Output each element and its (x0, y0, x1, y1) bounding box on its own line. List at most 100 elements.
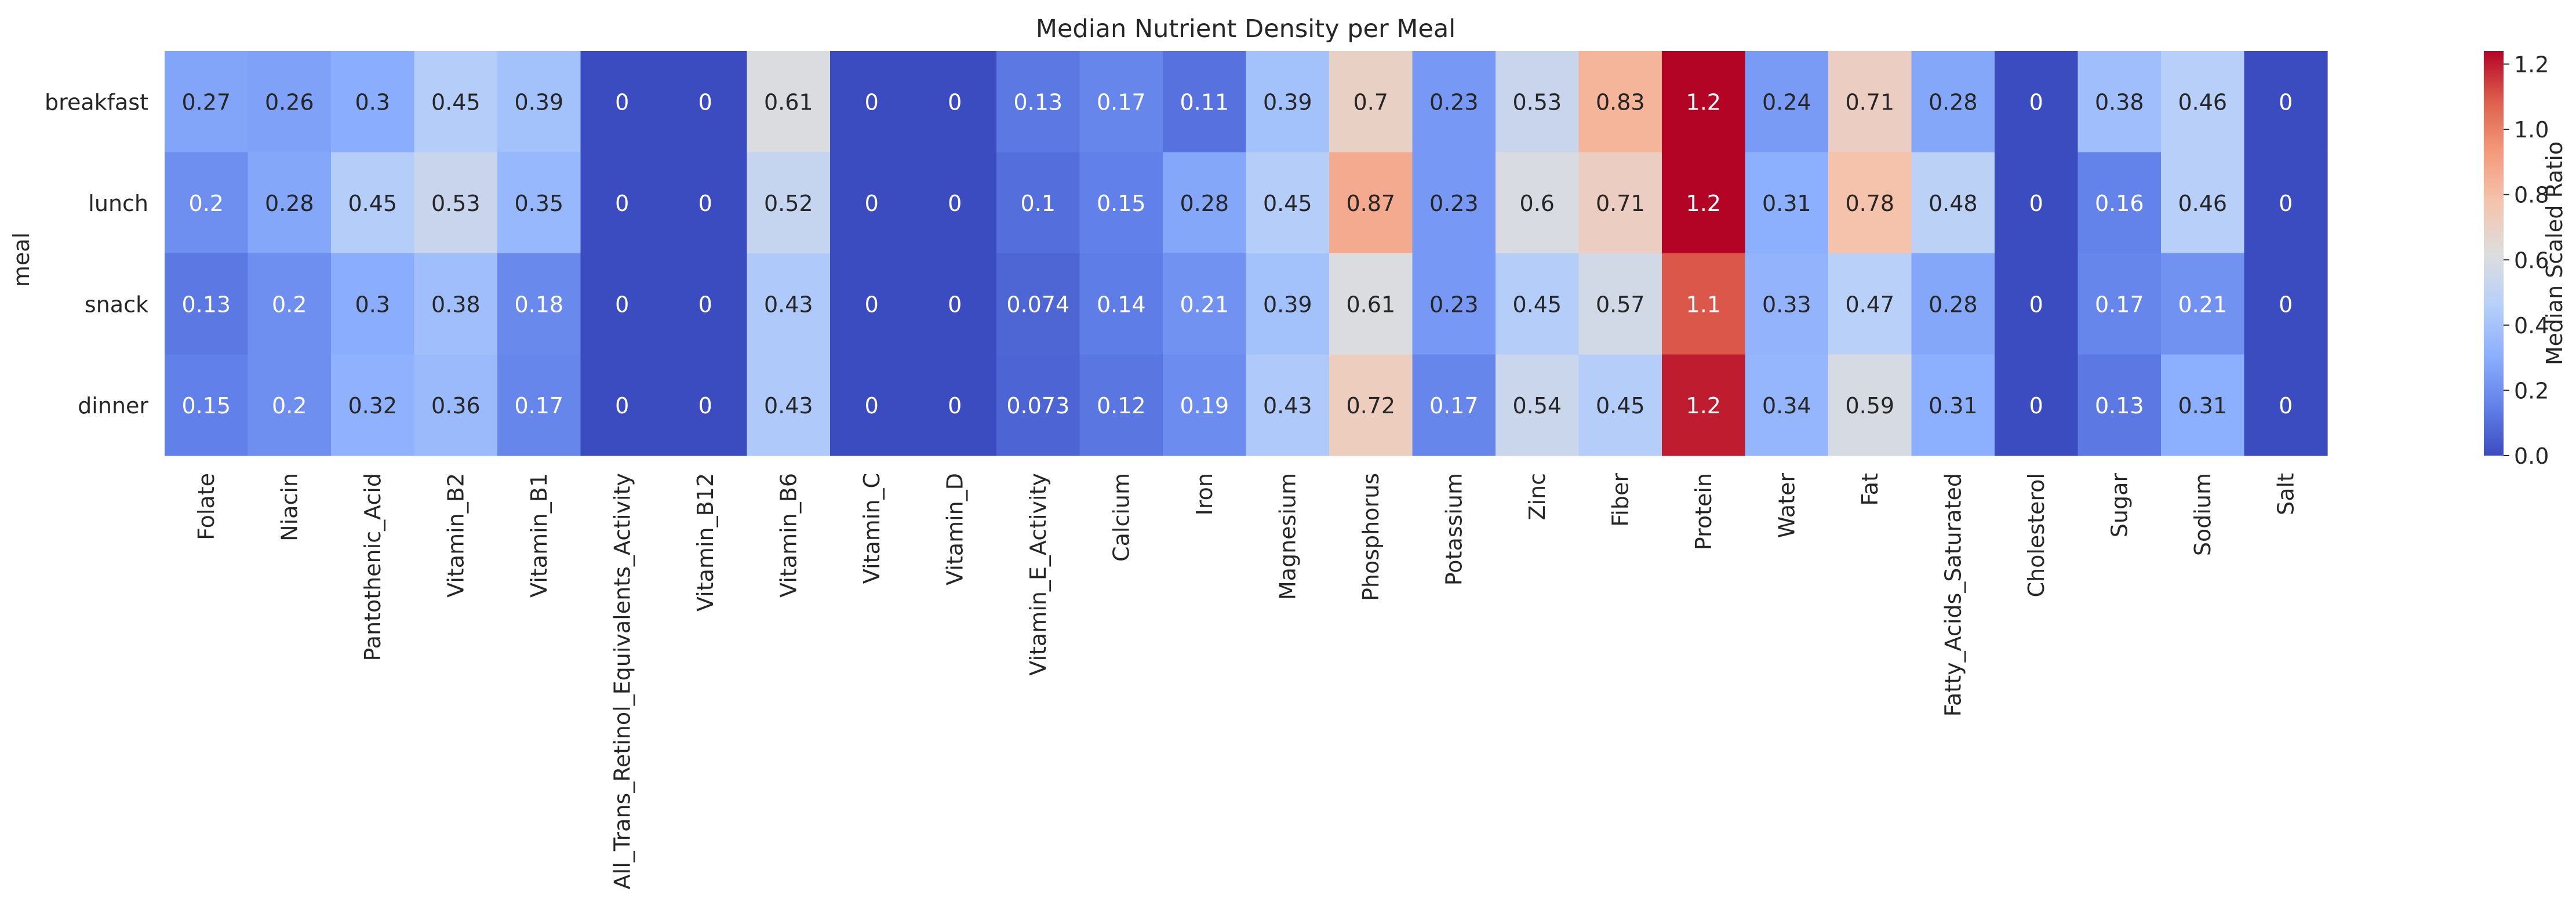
cell-annotation-snack-potassium: 0.23 (1429, 292, 1479, 317)
heatmap-cell-lunch-fat (1828, 152, 1912, 254)
x-tick-label-vitamin-e-activity: Vitamin_E_Activity (1025, 473, 1051, 676)
heatmap-cell-snack-magnesium (1246, 253, 1330, 355)
cell-annotation-snack-fat: 0.47 (1845, 292, 1894, 317)
heatmap-cell-snack-pantothenic-acid (331, 253, 415, 355)
x-tick-label-fat: Fat (1857, 473, 1883, 506)
heatmap-cell-snack-salt (2244, 253, 2328, 355)
cell-annotation-snack-sugar: 0.17 (2095, 292, 2144, 317)
cell-annotation-lunch-sugar: 0.16 (2095, 191, 2144, 216)
cell-annotation-breakfast-sodium: 0.46 (2178, 89, 2227, 115)
cell-annotation-snack-iron: 0.21 (1180, 292, 1229, 317)
cell-annotation-dinner-vitamin-b6: 0.43 (764, 393, 813, 419)
heatmap-cell-lunch-vitamin-b12 (664, 152, 748, 254)
heatmap-cell-lunch-iron (1163, 152, 1247, 254)
colorbar-label: Median Scaled Ratio (2542, 141, 2567, 365)
heatmap-cell-snack-sodium (2161, 253, 2245, 355)
heatmap-cell-lunch-vitamin-b2 (414, 152, 498, 254)
heatmap-cell-snack-vitamin-b12 (664, 253, 748, 355)
cell-annotation-breakfast-vitamin-b1: 0.39 (514, 89, 563, 115)
heatmap-cells (165, 51, 2328, 456)
x-tick-label-vitamin-c: Vitamin_C (859, 473, 885, 584)
heatmap-cell-snack-sugar (2077, 253, 2162, 355)
cell-annotation-breakfast-vitamin-c: 0 (865, 89, 879, 115)
colorbar-ticks: 0.0 0.2 0.4 0.6 0.8 1.0 1.2 (2504, 52, 2549, 469)
cell-annotation-breakfast-cholesterol: 0 (2029, 89, 2043, 115)
heatmap-cell-dinner-pantothenic-acid (331, 354, 415, 456)
cell-annotation-snack-vitamin-b12: 0 (698, 292, 712, 317)
cell-annotation-lunch-fiber: 0.71 (1596, 191, 1645, 216)
x-tick-label-potassium: Potassium (1441, 473, 1467, 585)
cell-annotation-breakfast-folate: 0.27 (181, 89, 231, 115)
colorbar-tick-label-5: 1.0 (2514, 117, 2549, 143)
y-tick-label-dinner: dinner (78, 393, 148, 419)
heatmap-cell-snack-fatty-acids-saturated (1911, 253, 1995, 355)
heatmap-cell-snack-calcium (1079, 253, 1163, 355)
cell-annotation-breakfast-all-trans-retinol-equivalents-activity: 0 (615, 89, 629, 115)
heatmap-cell-lunch-fiber (1578, 152, 1662, 254)
cell-annotation-snack-all-trans-retinol-equivalents-activity: 0 (615, 292, 629, 317)
cell-annotation-dinner-sodium: 0.31 (2178, 393, 2227, 419)
cell-annotation-dinner-iron: 0.19 (1180, 393, 1229, 419)
heatmap-cell-lunch-protein (1662, 152, 1746, 254)
cell-annotation-snack-pantothenic-acid: 0.3 (355, 292, 390, 317)
colorbar-tick-label-0: 0.0 (2514, 443, 2549, 469)
heatmap-cell-snack-all-trans-retinol-equivalents-activity (580, 253, 664, 355)
x-tick-label-calcium: Calcium (1108, 473, 1134, 562)
heatmap-cell-breakfast-iron (1163, 51, 1247, 153)
heatmap-cell-snack-phosphorus (1329, 253, 1413, 355)
cell-annotation-breakfast-fatty-acids-saturated: 0.28 (1929, 89, 1978, 115)
cell-annotation-dinner-vitamin-b12: 0 (698, 393, 712, 419)
heatmap-cell-snack-vitamin-d (913, 253, 997, 355)
cell-annotation-snack-niacin: 0.2 (272, 292, 307, 317)
heatmap-cell-snack-zinc (1496, 253, 1580, 355)
colorbar-gradient (2484, 51, 2504, 456)
cell-annotation-lunch-vitamin-e-activity: 0.1 (1021, 191, 1056, 216)
heatmap-cell-breakfast-sodium (2161, 51, 2245, 153)
cell-annotation-lunch-niacin: 0.28 (265, 191, 314, 216)
heatmap-cell-lunch-vitamin-c (830, 152, 914, 254)
heatmap-cell-snack-folate (165, 253, 249, 355)
cell-annotation-breakfast-pantothenic-acid: 0.3 (355, 89, 390, 115)
y-tick-label-lunch: lunch (88, 191, 148, 216)
heatmap-cell-lunch-salt (2244, 152, 2328, 254)
cell-annotation-lunch-fat: 0.78 (1845, 191, 1894, 216)
cell-annotation-breakfast-fat: 0.71 (1845, 89, 1894, 115)
cell-annotation-lunch-sodium: 0.46 (2178, 191, 2227, 216)
cell-annotation-snack-vitamin-c: 0 (865, 292, 879, 317)
cell-annotation-dinner-sugar: 0.13 (2095, 393, 2144, 419)
heatmap-cell-snack-cholesterol (1995, 253, 2079, 355)
heatmap-cell-dinner-vitamin-e-activity (996, 354, 1080, 456)
colorbar-tick-label-2: 0.4 (2514, 313, 2549, 339)
cell-annotation-breakfast-calcium: 0.17 (1097, 89, 1146, 115)
x-tick-label-folate: Folate (194, 473, 219, 540)
cell-annotation-snack-calcium: 0.14 (1097, 292, 1146, 317)
cell-annotation-breakfast-phosphorus: 0.7 (1354, 89, 1388, 115)
cell-annotation-breakfast-vitamin-b2: 0.45 (431, 89, 481, 115)
x-tick-label-all-trans-retinol-equivalents-activity: All_Trans_Retinol_Equivalents_Activity (609, 473, 635, 889)
heatmap-cell-snack-potassium (1412, 253, 1496, 355)
heatmap-cell-lunch-magnesium (1246, 152, 1330, 254)
heatmap-cell-breakfast-magnesium (1246, 51, 1330, 153)
cell-annotation-lunch-zinc: 0.6 (1520, 191, 1555, 216)
cell-annotation-lunch-pantothenic-acid: 0.45 (348, 191, 397, 216)
heatmap-cell-dinner-potassium (1412, 354, 1496, 456)
heatmap-cell-snack-fat (1828, 253, 1912, 355)
y-axis-label: meal (9, 232, 34, 287)
cell-annotation-snack-vitamin-b1: 0.18 (514, 292, 563, 317)
x-tick-label-niacin: Niacin (276, 473, 302, 541)
heatmap-cell-snack-vitamin-b2 (414, 253, 498, 355)
cell-annotation-breakfast-vitamin-b6: 0.61 (764, 89, 813, 115)
heatmap-cell-breakfast-vitamin-b12 (664, 51, 748, 153)
cell-annotation-breakfast-sugar: 0.38 (2095, 89, 2144, 115)
heatmap-cell-breakfast-pantothenic-acid (331, 51, 415, 153)
cell-annotation-lunch-salt: 0 (2279, 191, 2293, 216)
heatmap-cell-dinner-folate (165, 354, 249, 456)
heatmap-cell-breakfast-vitamin-d (913, 51, 997, 153)
cell-annotation-dinner-niacin: 0.2 (272, 393, 307, 419)
cell-annotation-breakfast-vitamin-b12: 0 (698, 89, 712, 115)
x-tick-label-water: Water (1774, 473, 1799, 538)
heatmap-cell-dinner-vitamin-b6 (747, 354, 831, 456)
cell-annotation-breakfast-protein: 1.2 (1686, 89, 1721, 115)
cell-annotation-breakfast-iron: 0.11 (1180, 89, 1229, 115)
heatmap-cell-lunch-cholesterol (1995, 152, 2079, 254)
